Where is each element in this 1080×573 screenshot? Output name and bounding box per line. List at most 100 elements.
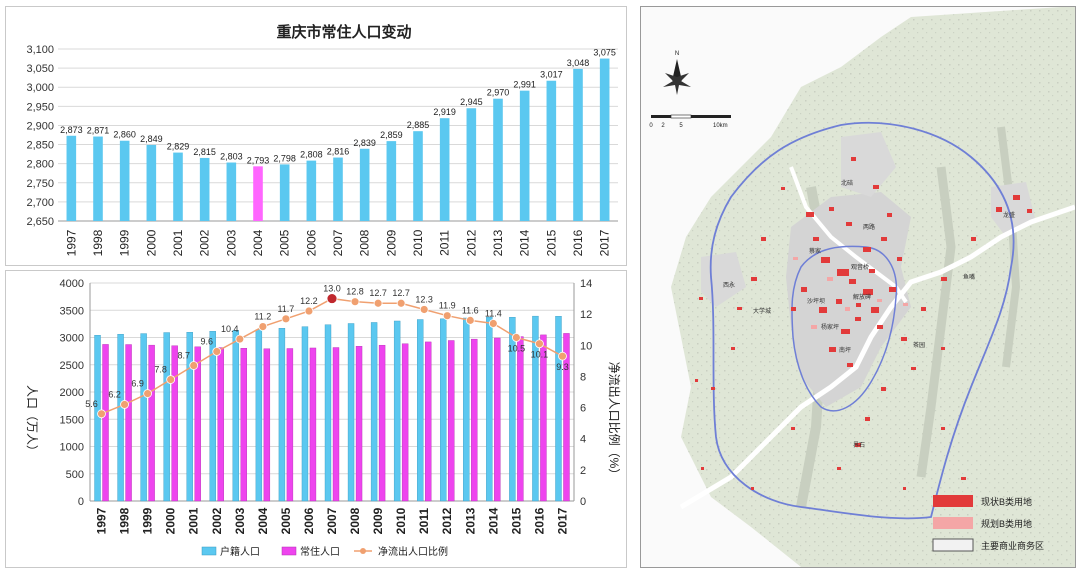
legend-label-outflow: 净流出人口比例 [378, 545, 448, 558]
bar [199, 157, 210, 221]
commercial-parcel [849, 279, 856, 284]
outflow-ratio-label: 13.0 [323, 284, 341, 294]
legend-label-current-commercial: 现状B类用地 [981, 496, 1032, 507]
bar-value-label: 2,859 [380, 130, 403, 140]
scale-label: 10km [713, 123, 728, 129]
bar-resident [378, 344, 386, 502]
x-tick-label: 2004 [251, 229, 265, 256]
outflow-ratio-point [373, 298, 383, 308]
y2-tick-label: 2 [580, 465, 586, 477]
commercial-parcel [897, 257, 902, 261]
place-label: 龙盛 [1003, 211, 1015, 219]
scale-bar: 0 2 5 10km [649, 114, 731, 129]
x-tick-label: 2007 [325, 507, 339, 534]
commercial-parcel [821, 257, 830, 263]
bar-value-label: 3,017 [540, 70, 563, 80]
place-label: 界石 [853, 442, 865, 449]
place-label: 蔡家 [809, 247, 821, 255]
bar-resident [471, 338, 478, 502]
y-tick-label: 2,700 [26, 197, 54, 209]
commercial-parcel [871, 307, 879, 313]
outflow-ratio-point [488, 319, 498, 328]
bar-registered [440, 318, 447, 502]
bar-registered [209, 331, 216, 502]
outflow-ratio-label: 10.5 [508, 344, 526, 354]
commercial-parcel [819, 307, 827, 313]
bar [546, 80, 557, 221]
bar [173, 152, 183, 221]
legend-swatch-business-district [932, 538, 974, 552]
bar-registered [232, 330, 240, 502]
city-commercial-land-map: 南坪 解放碑 观音桥 两路 北碚 西永 蔡家 大学城 沙坪坝 杨家坪 茶园 界石… [641, 7, 1076, 567]
x-tick-label: 2003 [224, 229, 238, 256]
commercial-parcel [869, 269, 875, 273]
legend-swatch-outflow-marker [360, 548, 366, 554]
bar-registered [94, 335, 101, 502]
scale-label: 0 [649, 123, 653, 129]
commercial-parcel [921, 307, 926, 311]
commercial-parcel [911, 367, 916, 370]
bar-value-label: 2,808 [300, 150, 323, 160]
x-tick-label: 1999 [118, 229, 132, 256]
bar [253, 166, 263, 221]
x-tick-label: 2014 [486, 507, 500, 534]
city-map-panel: 南坪 解放碑 观音桥 两路 北碚 西永 蔡家 大学城 沙坪坝 杨家坪 茶园 界石… [640, 6, 1076, 568]
commercial-parcel [971, 237, 976, 241]
x-tick-label: 2017 [555, 507, 569, 534]
place-label: 沙坪坝 [807, 297, 825, 305]
outflow-ratio-point [511, 333, 521, 342]
x-tick-label: 2016 [532, 507, 546, 534]
x-tick-label: 2015 [544, 229, 558, 256]
bar-resident [332, 347, 340, 502]
resident-population-chart: 重庆市常住人口变动 2,650 2,700 2,750 2,800 2,850 2,900… [26, 23, 618, 256]
y-tick-label: 2000 [60, 387, 84, 399]
y-tick-label: 2,900 [26, 120, 54, 132]
x-tick-label: 2013 [491, 229, 505, 256]
commercial-parcel [851, 157, 856, 161]
commercial-parcel [863, 289, 873, 295]
outflow-ratio-point [535, 339, 544, 349]
outflow-ratio-label: 12.8 [346, 287, 364, 297]
bar-registered [163, 332, 170, 502]
bar-registered [463, 317, 470, 502]
population-outflow-chart-panel: 0 500 1000 1500 2000 2500 3000 3500 4000 0 2 4 6 8 10… [5, 270, 627, 568]
outflow-ratio-point [281, 314, 291, 324]
commercial-parcel [855, 317, 861, 321]
y-tick-label: 2,850 [26, 140, 54, 152]
y-tick-label: 1500 [60, 414, 84, 426]
bar-registered [347, 323, 355, 502]
commercial-parcel [751, 487, 754, 490]
north-arrow-icon [672, 59, 682, 81]
outflow-ratio-point [304, 306, 314, 316]
bar-value-label: 2,919 [433, 107, 456, 117]
bar [226, 162, 237, 221]
commercial-parcel [996, 207, 1002, 212]
chart-legend: 户籍人口 常住人口 净流出人口比例 [201, 545, 448, 558]
y-tick-label: 2,650 [26, 216, 54, 228]
bar [359, 148, 370, 221]
commercial-parcel [711, 387, 715, 390]
commercial-parcel [941, 347, 945, 350]
bar-resident [494, 337, 501, 502]
x-tick-label: 2000 [144, 229, 158, 256]
bar-resident [263, 348, 271, 502]
bar-resident [355, 346, 363, 502]
outflow-ratio-label: 11.2 [254, 312, 271, 322]
bar-resident [148, 344, 155, 502]
bar-value-label: 2,793 [247, 155, 270, 165]
bar-value-label: 2,815 [193, 147, 216, 157]
x-tick-label: 2005 [278, 229, 292, 256]
commercial-parcel [837, 269, 849, 276]
commercial-parcel [856, 303, 861, 307]
outflow-ratio-label: 9.6 [201, 337, 214, 347]
outflow-ratio-point [465, 315, 475, 325]
commercial-parcel [889, 287, 896, 292]
outflow-ratio-point [558, 351, 567, 361]
commercial-parcel [829, 347, 836, 352]
outflow-ratio-point [189, 361, 199, 370]
outflow-ratio-label: 7.8 [154, 365, 167, 375]
bar-value-label: 2,885 [407, 120, 430, 130]
bar-registered [140, 333, 147, 502]
outer-ring-road [709, 121, 1015, 520]
bar-value-label: 2,849 [140, 134, 163, 144]
